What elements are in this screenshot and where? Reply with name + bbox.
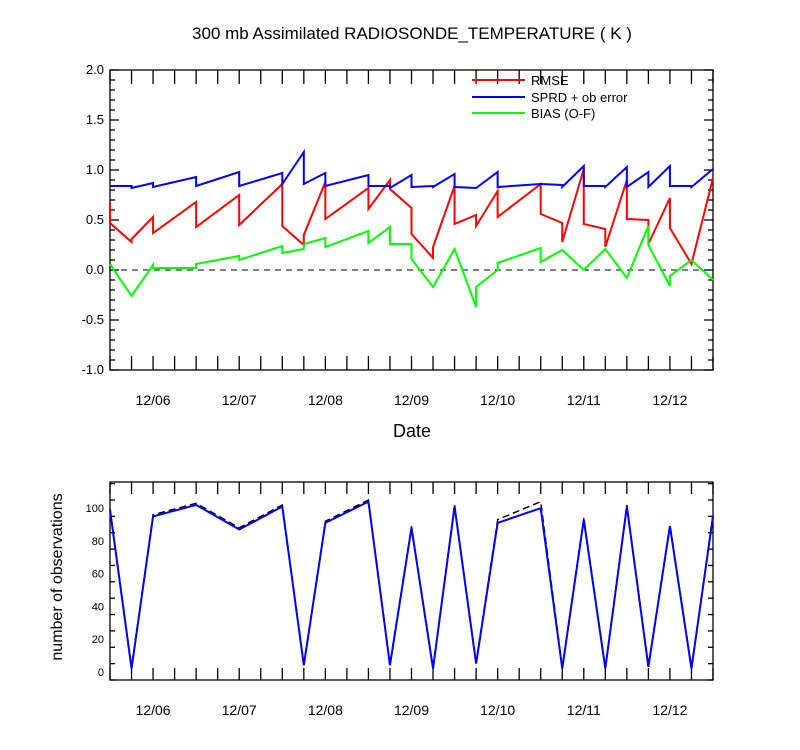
x-tick-label: 12/06: [136, 702, 171, 718]
y-tick-label: 100: [86, 503, 104, 515]
y-tick-label: 1.5: [86, 112, 104, 127]
observation-count-plot: 100 80 60 40 20 0 12/06 12/07 12/08 12/09 12/10 12/…: [86, 481, 714, 718]
plot-frame: [109, 481, 714, 681]
y-tick-label: 0.5: [86, 212, 104, 227]
y-tick-label: -0.5: [82, 312, 104, 327]
x-tick-label: 12/09: [394, 392, 429, 408]
y-axis-label: number of observations: [49, 493, 66, 660]
x-axis-label: Date: [393, 421, 431, 441]
x-tick-label: 12/06: [136, 392, 171, 408]
x-tick-label: 12/10: [480, 702, 515, 718]
y-tick-label: 60: [92, 569, 104, 581]
y-tick-label: -1.0: [82, 362, 104, 377]
x-tick-label: 12/10: [480, 392, 515, 408]
y-tick-label: 80: [92, 536, 104, 548]
legend-label-rmse: RMSE: [531, 73, 569, 88]
y-tick-label: 0.0: [86, 262, 104, 277]
legend-label-sprd-ob-error: SPRD + ob error: [531, 90, 628, 105]
series-line-series-1: [109, 500, 714, 669]
x-tick-label: 12/12: [652, 702, 687, 718]
y-tick-label: 0: [98, 667, 104, 679]
y-tick-label: 2.0: [86, 62, 104, 77]
series-line-bias-o-f: [109, 225, 714, 308]
bias-rmse-plot: 2.0 1.5 1.0 0.5 0.0 -0.5 -1.0 12/06 12/07 12/08 12…: [82, 62, 714, 408]
x-tick-label: 12/11: [567, 702, 601, 718]
x-tick-label: 12/11: [567, 392, 601, 408]
y-tick-label: 20: [92, 634, 104, 646]
series-line-series-0: [109, 498, 714, 668]
legend-label-bias-o-f: BIAS (O-F): [531, 106, 595, 121]
y-tick-label: 40: [92, 601, 104, 613]
series-line-rmse: [109, 168, 714, 267]
x-tick-label: 12/08: [308, 392, 343, 408]
x-tick-label: 12/07: [222, 392, 257, 408]
chart-title: 300 mb Assimilated RADIOSONDE_TEMPERATUR…: [192, 24, 632, 43]
x-tick-label: 12/09: [394, 702, 429, 718]
x-tick-label: 12/07: [222, 702, 257, 718]
y-tick-label: 1.0: [86, 162, 104, 177]
series-line-sprd-ob-error: [110, 148, 714, 190]
x-tick-label: 12/12: [652, 392, 687, 408]
x-tick-label: 12/08: [308, 702, 343, 718]
